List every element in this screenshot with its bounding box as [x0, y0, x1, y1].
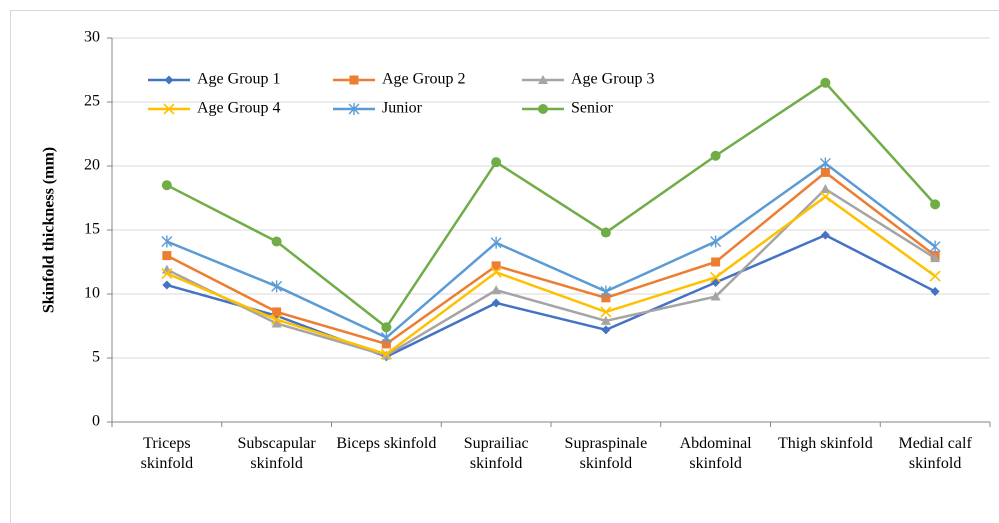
- legend-item: Age Group 3: [522, 71, 655, 88]
- marker: [930, 286, 940, 296]
- marker: [348, 103, 360, 115]
- series-line: [166, 233, 936, 359]
- legend-item: Age Group 1: [148, 71, 281, 88]
- marker: [819, 157, 831, 170]
- y-tick-label: 30: [84, 29, 100, 46]
- legend-label: Age Group 2: [382, 71, 466, 88]
- marker: [600, 306, 612, 318]
- legend-item: Senior: [522, 100, 613, 117]
- marker: [161, 235, 173, 248]
- series-line: [166, 187, 936, 357]
- x-tick-label: Biceps skinfold: [336, 435, 437, 452]
- x-tick-label: Supraspinale skinfold: [564, 435, 648, 472]
- y-tick-label: 0: [92, 413, 100, 430]
- y-axis-label: Skinfold thickness (mm): [41, 147, 58, 313]
- x-tick-label: Thigh skinfold: [778, 435, 873, 452]
- marker: [490, 266, 502, 278]
- y-tick-label: 20: [84, 157, 100, 174]
- y-tick-label: 25: [84, 93, 100, 110]
- marker: [491, 261, 501, 271]
- marker: [710, 291, 721, 301]
- marker: [161, 180, 172, 191]
- marker: [491, 298, 501, 308]
- marker: [538, 75, 548, 84]
- x-tick-label: Suprailiac skinfold: [463, 435, 529, 472]
- marker: [820, 77, 831, 88]
- legend-label: Age Group 3: [571, 71, 655, 88]
- marker: [490, 236, 502, 249]
- legend-label: Age Group 4: [197, 100, 281, 117]
- marker: [163, 103, 175, 115]
- marker: [271, 318, 282, 328]
- marker: [600, 285, 612, 298]
- marker: [491, 285, 502, 295]
- marker: [929, 270, 941, 282]
- marker: [164, 75, 174, 85]
- y-tick-label: 10: [84, 285, 100, 302]
- x-tick-label: Medial calf skinfold: [898, 435, 972, 472]
- marker: [820, 184, 831, 194]
- marker: [930, 253, 941, 263]
- marker: [819, 191, 831, 203]
- marker: [600, 227, 611, 238]
- series-line: [166, 170, 936, 346]
- marker: [162, 251, 172, 261]
- marker: [381, 339, 391, 349]
- marker: [271, 236, 282, 247]
- y-tick-label: 15: [84, 221, 100, 238]
- marker: [600, 315, 611, 325]
- series-line: [166, 81, 937, 330]
- marker: [929, 240, 941, 253]
- marker: [538, 104, 548, 114]
- marker: [161, 267, 173, 280]
- marker: [380, 348, 392, 360]
- marker: [271, 280, 283, 293]
- marker: [491, 157, 502, 168]
- legend-item: Junior: [333, 100, 423, 117]
- marker: [930, 199, 941, 210]
- marker: [710, 271, 722, 283]
- y-tick-label: 5: [92, 349, 100, 366]
- marker: [162, 280, 172, 290]
- marker: [601, 293, 611, 303]
- marker: [349, 75, 359, 85]
- series-line: [166, 161, 936, 339]
- legend-label: Junior: [382, 100, 423, 117]
- marker: [271, 314, 283, 326]
- x-tick-label: Triceps skinfold: [140, 435, 194, 472]
- marker: [711, 257, 721, 267]
- marker: [820, 167, 830, 177]
- marker: [710, 235, 722, 248]
- legend-label: Age Group 1: [197, 71, 281, 88]
- marker: [381, 322, 392, 333]
- marker: [710, 150, 721, 161]
- legend-item: Age Group 4: [148, 100, 281, 117]
- x-tick-label: Subscapular skinfold: [237, 435, 316, 472]
- x-tick-label: Abdominal skinfold: [679, 435, 752, 472]
- marker: [272, 307, 282, 317]
- series-line: [166, 195, 936, 356]
- marker: [820, 230, 830, 240]
- marker: [601, 325, 611, 335]
- marker: [380, 331, 392, 344]
- legend-label: Senior: [571, 100, 613, 117]
- legend-item: Age Group 2: [333, 71, 466, 88]
- chart-border: [10, 10, 999, 523]
